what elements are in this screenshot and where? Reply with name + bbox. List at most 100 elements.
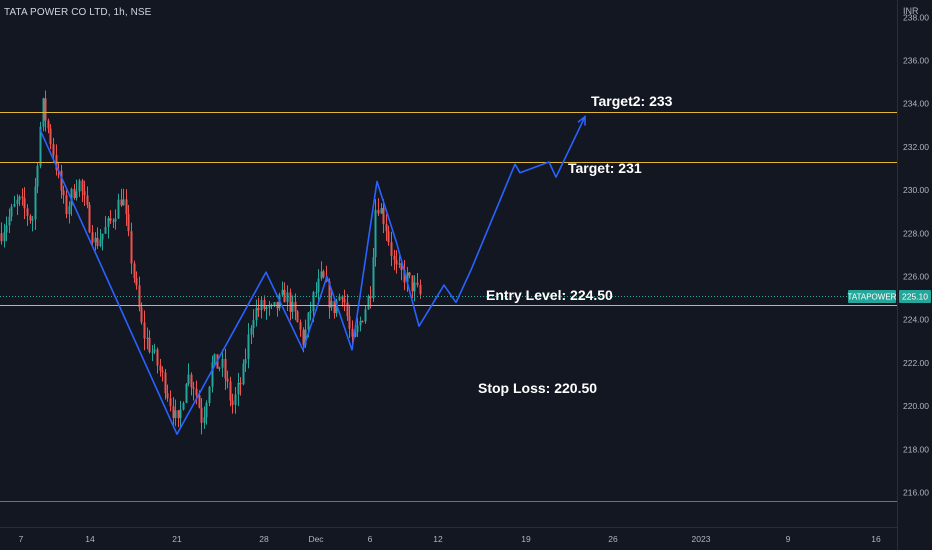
candle-body <box>70 188 73 207</box>
candle-body <box>122 199 125 206</box>
candle-body <box>3 232 6 242</box>
price-tick-label: 232.00 <box>903 142 929 152</box>
candle-body <box>96 237 99 247</box>
candle-body <box>185 384 188 403</box>
candle-body <box>385 224 388 232</box>
candle-body <box>75 191 78 198</box>
candle-body <box>395 259 398 265</box>
candle-body <box>367 296 370 310</box>
last-price-label: 225.10 <box>902 292 928 302</box>
candle-body <box>133 263 136 279</box>
candle-body <box>13 204 16 207</box>
time-tick-label: 14 <box>85 534 95 544</box>
candle-body <box>226 378 229 382</box>
candle-body <box>0 233 3 242</box>
candle-body <box>31 219 34 221</box>
candle-body <box>172 406 175 419</box>
candle-body <box>242 363 245 385</box>
candle-body <box>94 237 97 243</box>
candle-body <box>252 320 255 328</box>
candle-body <box>380 208 383 214</box>
candle-body <box>403 270 406 283</box>
candle-body <box>166 393 169 399</box>
currency-label: INR <box>903 6 919 16</box>
candle-body <box>281 289 284 295</box>
time-tick-label: 7 <box>19 534 24 544</box>
candle-body <box>104 227 107 234</box>
candle-body <box>302 329 305 345</box>
projection-arrowhead <box>577 115 586 126</box>
candle-body <box>60 170 63 191</box>
candle-body <box>81 180 84 192</box>
candle-body <box>190 374 193 388</box>
candle-body <box>341 296 344 300</box>
candle-body <box>374 209 377 258</box>
candle-body <box>343 299 346 303</box>
candle-body <box>47 120 50 129</box>
candle-body <box>23 197 26 209</box>
last-price-tag <box>899 290 931 303</box>
time-tick-label: 28 <box>259 534 269 544</box>
candle-body <box>21 196 24 198</box>
projection-path <box>39 115 586 435</box>
candle-body <box>112 220 115 222</box>
candle-body <box>406 272 409 283</box>
candle-body <box>390 242 393 256</box>
candle-body <box>419 284 422 295</box>
candle-body <box>52 144 55 156</box>
candle-body <box>268 304 271 308</box>
time-tick-label: 21 <box>172 534 182 544</box>
level-label: Target: 231 <box>568 160 642 176</box>
candle-body <box>237 382 240 395</box>
candle-body <box>307 312 310 330</box>
candle-body <box>159 365 162 371</box>
candle-body <box>192 387 195 389</box>
candle-body <box>36 165 39 187</box>
candle-body <box>101 233 104 240</box>
candle-body <box>328 281 331 308</box>
candle-body <box>416 282 419 285</box>
candle-body <box>62 190 65 196</box>
candle-body <box>177 410 180 419</box>
candle-body <box>218 367 221 369</box>
candle-body <box>294 301 297 312</box>
candle-body <box>291 301 294 312</box>
level-label: Target2: 233 <box>591 93 673 109</box>
candle-body <box>161 370 164 373</box>
candle-body <box>200 407 203 423</box>
price-tick-label: 220.00 <box>903 401 929 411</box>
price-axis: 216.00 218.00 220.00 222.00 224.00 226.00 228.… <box>848 12 931 498</box>
candle-body <box>309 311 312 313</box>
candle-body <box>39 126 42 166</box>
candle-body <box>153 349 156 352</box>
candle-body <box>338 296 341 301</box>
price-tick-label: 236.00 <box>903 56 929 66</box>
candle-body <box>99 239 102 247</box>
time-tick-label: 2023 <box>692 534 711 544</box>
candle-body <box>65 195 68 215</box>
candle-body <box>26 208 29 216</box>
candle-body <box>369 296 372 299</box>
candle-body <box>377 209 380 214</box>
candle-body <box>146 337 149 339</box>
projection-line <box>39 116 586 435</box>
level-labels: Target2: 233 Target: 231 Entry Level: 224.… <box>478 93 673 396</box>
candle-body <box>174 410 177 419</box>
candle-body <box>130 231 133 264</box>
time-tick-label: 6 <box>368 534 373 544</box>
candle-body <box>317 278 320 292</box>
candle-body <box>164 372 167 394</box>
candle-body <box>356 325 359 332</box>
candle-body <box>18 196 21 200</box>
candle-body <box>151 351 154 353</box>
candle-body <box>289 292 292 312</box>
candle-body <box>229 381 232 401</box>
candle-body <box>182 402 185 410</box>
time-tick-label: Dec <box>308 534 324 544</box>
candle-body <box>198 395 201 408</box>
symbol-tag <box>848 290 896 303</box>
candle-body <box>195 388 198 396</box>
candle-body <box>107 218 110 228</box>
candle-body <box>169 398 172 407</box>
